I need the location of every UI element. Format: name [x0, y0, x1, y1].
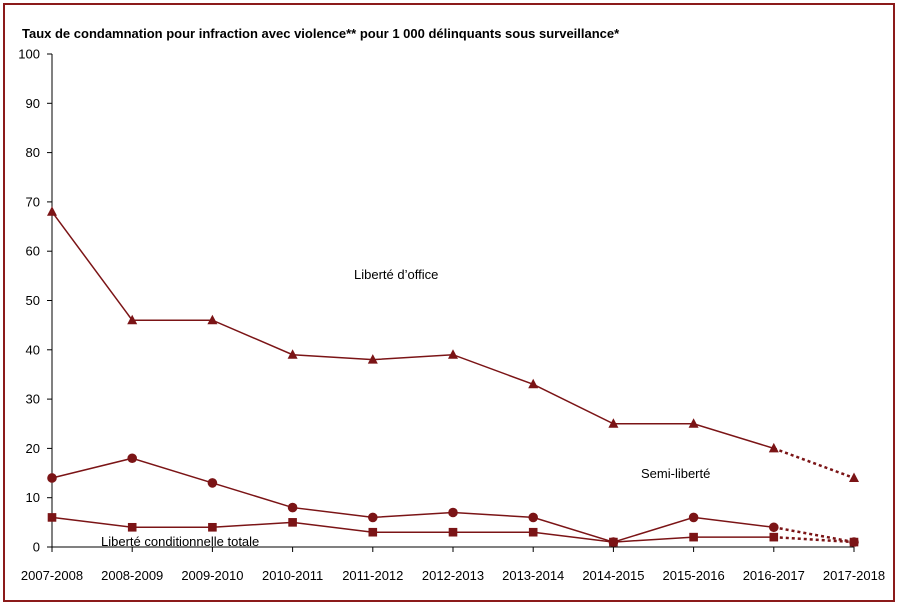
- y-tick-label: 100: [18, 47, 40, 62]
- data-point-square: [769, 532, 779, 542]
- y-tick-label: 90: [26, 96, 40, 111]
- annotation-liberte-conditionnelle: Liberté conditionnelle totale: [101, 534, 259, 549]
- x-tick-label: 2010-2011: [262, 568, 323, 583]
- data-point-triangle: [367, 354, 378, 364]
- data-point-circle: [207, 478, 218, 488]
- data-point-circle: [528, 512, 538, 523]
- chart-title: Taux de condamnation pour infraction ave…: [22, 26, 620, 41]
- y-tick-label: 30: [26, 392, 40, 407]
- y-tick-label: 10: [26, 490, 40, 505]
- annotation-liberte-office: Liberté d’office: [354, 267, 438, 282]
- x-tick-label: 2015-2016: [663, 568, 725, 583]
- y-tick-label: 40: [26, 342, 40, 357]
- data-point-square: [609, 537, 618, 547]
- x-tick-label: 2011-2012: [342, 568, 403, 583]
- data-point-circle: [448, 507, 458, 518]
- data-point-square: [47, 513, 57, 522]
- chart-frame: [3, 3, 895, 602]
- data-point-triangle: [688, 418, 699, 428]
- data-point-square: [208, 522, 217, 532]
- series-line-1: [51, 211, 775, 450]
- data-point-circle: [769, 522, 779, 533]
- data-point-circle: [287, 502, 298, 513]
- x-tick-label: 2014-2015: [582, 568, 644, 583]
- data-point-square: [127, 522, 137, 532]
- series-markers: [47, 206, 859, 547]
- x-tick-label: 2016-2017: [743, 568, 805, 583]
- series-line-3: [51, 516, 774, 543]
- y-tick-label: 0: [33, 540, 40, 555]
- data-point-triangle: [47, 206, 57, 216]
- data-point-circle: [127, 453, 137, 464]
- y-tick-label: 50: [26, 293, 40, 308]
- data-point-circle: [688, 512, 699, 523]
- data-point-square: [849, 537, 859, 547]
- data-point-circle: [368, 512, 378, 523]
- data-point-triangle: [849, 472, 859, 482]
- data-point-triangle: [528, 378, 539, 389]
- series-line-projection-3: [773, 535, 855, 544]
- data-point-triangle: [448, 349, 458, 359]
- x-tick-label: 2007-2008: [21, 568, 83, 583]
- data-point-triangle: [768, 442, 779, 453]
- y-tick-label: 60: [26, 244, 40, 259]
- annotation-semi-liberte: Semi-liberté: [641, 466, 710, 481]
- data-point-square: [448, 527, 458, 537]
- y-tick-label: 70: [26, 194, 40, 209]
- data-point-square: [689, 532, 698, 542]
- y-tick-label: 20: [26, 441, 40, 456]
- series-lines: [51, 211, 855, 544]
- data-point-triangle: [287, 349, 298, 359]
- data-point-triangle: [608, 418, 619, 428]
- x-tick-label: 2012-2013: [422, 568, 484, 583]
- x-tick-label: 2009-2010: [181, 568, 243, 583]
- y-tick-label: 80: [26, 145, 40, 160]
- data-point-square: [528, 527, 538, 537]
- series-line-projection-2: [773, 526, 855, 544]
- data-point-circle: [47, 473, 57, 483]
- data-point-triangle: [127, 314, 138, 325]
- series-line-projection-1: [773, 447, 855, 480]
- data-point-square: [368, 527, 378, 537]
- data-point-square: [288, 518, 297, 527]
- series-line-2: [51, 457, 774, 543]
- x-tick-label: 2008-2009: [101, 568, 163, 583]
- axes: 0 10 20 30 40 50 60 70 80 90 100 2007-2008 2008-2009…: [18, 47, 885, 584]
- x-tick-label: 2013-2014: [502, 568, 564, 583]
- x-tick-label: 2017-2018: [823, 568, 885, 583]
- data-point-triangle: [207, 314, 218, 325]
